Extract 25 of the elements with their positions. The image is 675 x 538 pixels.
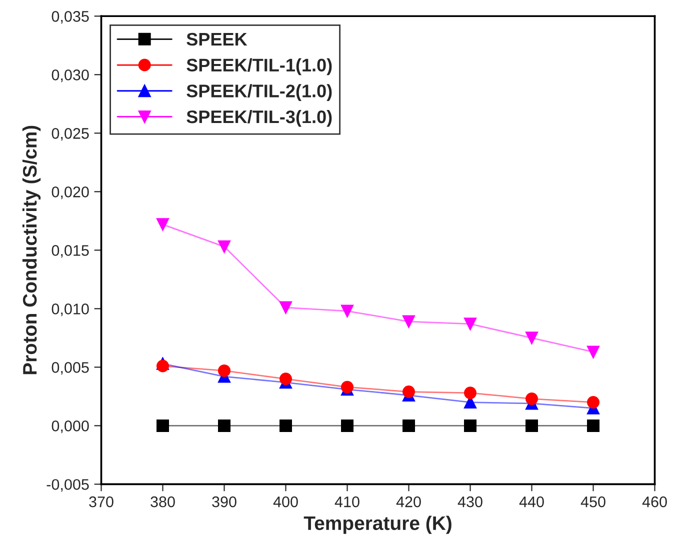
x-tick-label: 370 — [89, 496, 114, 508]
y-tick-label: -0,005 — [46, 479, 89, 492]
x-tick-label: 450 — [580, 496, 606, 508]
y-tick-label: 0,025 — [52, 128, 89, 141]
y-tick-label: 0,020 — [52, 186, 89, 200]
x-tick-label: 380 — [150, 496, 175, 508]
x-tick-label: 430 — [458, 496, 482, 508]
y-tick-label: 0,030 — [52, 70, 89, 82]
y-tick-label: 0,035 — [52, 11, 89, 24]
y-tick-label: 0,010 — [52, 304, 89, 316]
x-tick-label: 390 — [212, 496, 236, 508]
legend-label: SPEEK/TIL-2(1.0) — [186, 84, 332, 101]
legend-label: SPEEK/TIL-1(1.0) — [186, 58, 332, 76]
legend-label: SPEEK/TIL-3(1.0) — [186, 110, 332, 127]
y-axis-title: Proton Conductivity (S/cm) — [22, 126, 41, 374]
x-tick-label: 460 — [642, 496, 667, 508]
y-tick-label: 0,005 — [52, 362, 89, 375]
x-tick-label: 440 — [519, 496, 544, 508]
x-tick-label: 410 — [334, 496, 360, 508]
x-tick-label: 420 — [396, 496, 421, 508]
y-tick-label: 0,015 — [52, 245, 89, 258]
legend-label: SPEEK — [186, 32, 248, 46]
x-tick-label: 400 — [273, 496, 298, 508]
x-axis-title: Temperature (K) — [304, 516, 452, 534]
y-tick-label: 0,000 — [52, 420, 89, 434]
